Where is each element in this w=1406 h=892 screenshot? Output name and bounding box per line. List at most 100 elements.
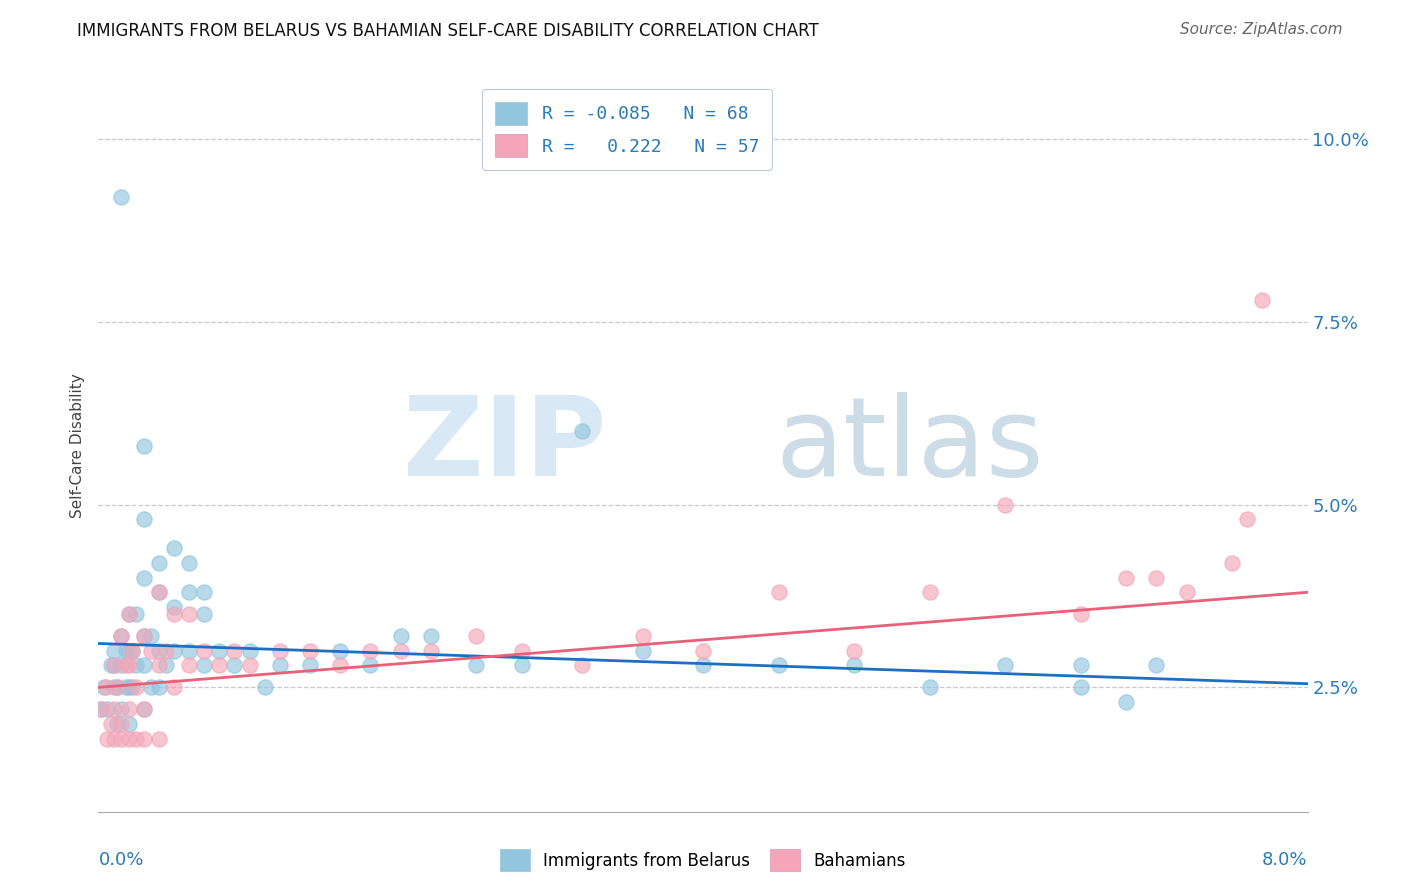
Point — [132, 731, 155, 746]
Point — [132, 702, 155, 716]
Point — [631, 629, 654, 643]
Point — [1146, 571, 1168, 585]
Point — [100, 717, 122, 731]
Point — [94, 681, 117, 695]
Point — [141, 681, 163, 695]
Point — [121, 681, 143, 695]
Point — [692, 644, 714, 658]
Point — [118, 644, 141, 658]
Point — [118, 702, 141, 716]
Point — [1070, 681, 1092, 695]
Point — [420, 644, 443, 658]
Point — [148, 556, 170, 570]
Point — [90, 702, 112, 716]
Point — [141, 629, 163, 643]
Text: 0.0%: 0.0% — [98, 851, 143, 869]
Point — [96, 702, 118, 716]
Point — [155, 658, 177, 673]
Point — [100, 658, 122, 673]
Point — [239, 658, 262, 673]
Point — [768, 658, 790, 673]
Point — [132, 629, 155, 643]
Point — [148, 644, 170, 658]
Point — [360, 658, 382, 673]
Point — [110, 629, 132, 643]
Point — [114, 644, 136, 658]
Point — [193, 585, 215, 599]
Point — [163, 644, 186, 658]
Point — [103, 644, 125, 658]
Point — [163, 599, 186, 614]
Point — [329, 658, 352, 673]
Point — [96, 731, 118, 746]
Point — [768, 585, 790, 599]
Point — [125, 731, 148, 746]
Point — [389, 644, 412, 658]
Point — [299, 658, 322, 673]
Point — [208, 644, 231, 658]
Point — [269, 644, 291, 658]
Point — [692, 658, 714, 673]
Point — [571, 425, 593, 439]
Point — [1070, 658, 1092, 673]
Text: atlas: atlas — [776, 392, 1045, 500]
Point — [1115, 571, 1137, 585]
Point — [125, 607, 148, 622]
Point — [132, 439, 155, 453]
Point — [631, 644, 654, 658]
Point — [118, 607, 141, 622]
Point — [253, 681, 276, 695]
Point — [918, 681, 941, 695]
Point — [90, 702, 112, 716]
Point — [148, 585, 170, 599]
Text: IMMIGRANTS FROM BELARUS VS BAHAMIAN SELF-CARE DISABILITY CORRELATION CHART: IMMIGRANTS FROM BELARUS VS BAHAMIAN SELF… — [77, 22, 820, 40]
Point — [1175, 585, 1198, 599]
Point — [420, 629, 443, 643]
Point — [118, 731, 141, 746]
Point — [224, 644, 246, 658]
Point — [193, 658, 215, 673]
Point — [110, 190, 132, 204]
Point — [114, 658, 136, 673]
Point — [1070, 607, 1092, 622]
Point — [141, 644, 163, 658]
Point — [110, 629, 132, 643]
Point — [132, 571, 155, 585]
Point — [105, 681, 128, 695]
Point — [239, 644, 262, 658]
Point — [125, 681, 148, 695]
Point — [132, 512, 155, 526]
Point — [179, 607, 201, 622]
Point — [163, 607, 186, 622]
Point — [1236, 512, 1258, 526]
Point — [465, 658, 488, 673]
Point — [103, 658, 125, 673]
Point — [844, 658, 866, 673]
Point — [121, 644, 143, 658]
Text: 8.0%: 8.0% — [1263, 851, 1308, 869]
Point — [114, 681, 136, 695]
Point — [193, 607, 215, 622]
Point — [105, 681, 128, 695]
Point — [224, 658, 246, 673]
Point — [121, 644, 143, 658]
Point — [105, 717, 128, 731]
Point — [510, 644, 533, 658]
Point — [148, 731, 170, 746]
Point — [103, 731, 125, 746]
Point — [110, 658, 132, 673]
Point — [193, 644, 215, 658]
Point — [1251, 293, 1274, 307]
Point — [125, 658, 148, 673]
Point — [179, 585, 201, 599]
Point — [110, 731, 132, 746]
Point — [179, 644, 201, 658]
Point — [994, 498, 1017, 512]
Legend: Immigrants from Belarus, Bahamians: Immigrants from Belarus, Bahamians — [492, 841, 914, 880]
Point — [110, 702, 132, 716]
Point — [208, 658, 231, 673]
Point — [510, 658, 533, 673]
Point — [132, 702, 155, 716]
Text: Source: ZipAtlas.com: Source: ZipAtlas.com — [1180, 22, 1343, 37]
Point — [329, 644, 352, 658]
